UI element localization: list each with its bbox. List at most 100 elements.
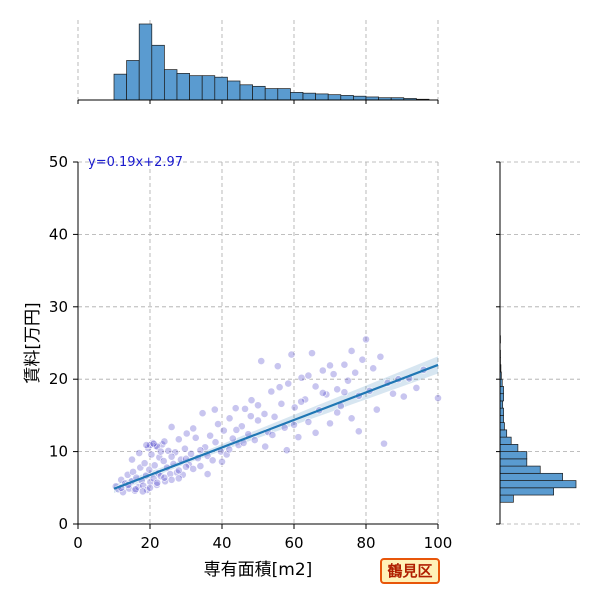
regression-equation: y=0.19x+2.97 (88, 155, 183, 170)
scatter-point (233, 426, 240, 433)
scatter-point (400, 393, 407, 400)
y-hist-bar (500, 430, 507, 437)
x-tick-label: 80 (356, 534, 375, 552)
y-hist-bar (500, 386, 504, 393)
x-hist-bar (240, 85, 253, 100)
x-hist-bar (265, 89, 278, 100)
scatter-point (308, 350, 315, 357)
scatter-point (160, 457, 167, 464)
scatter-point (261, 410, 268, 417)
scatter-point (312, 383, 319, 390)
scatter-point (334, 386, 341, 393)
scatter-point (241, 405, 248, 412)
x-tick-label: 100 (424, 534, 453, 552)
scatter-point (247, 413, 254, 420)
scatter-point (319, 367, 326, 374)
y-tick-label: 40 (49, 225, 68, 243)
scatter-point (278, 400, 285, 407)
y-hist-bar (500, 473, 563, 480)
scatter-point (389, 390, 396, 397)
y-tick-label: 50 (49, 153, 68, 171)
scatter-point (146, 484, 153, 491)
scatter-point (434, 394, 441, 401)
y-hist-bar (500, 481, 576, 488)
scatter-point (218, 458, 225, 465)
scatter-point (413, 384, 420, 391)
y-hist-bar (500, 437, 511, 444)
scatter-point (377, 353, 384, 360)
y-hist-bar (500, 459, 527, 466)
x-tick-label: 40 (212, 534, 231, 552)
top-marginal-histogram (114, 24, 429, 100)
scatter-point (183, 430, 190, 437)
scatter-point (291, 404, 298, 411)
scatter-point (207, 432, 214, 439)
regression-line (114, 365, 438, 489)
scatter-point (341, 389, 348, 396)
scatter-point (285, 380, 292, 387)
scatter-point (148, 451, 155, 458)
scatter-point (248, 397, 255, 404)
scatter-point (232, 405, 239, 412)
x-tick-label: 20 (140, 534, 159, 552)
scatter-point (229, 435, 236, 442)
scatter-point (326, 420, 333, 427)
x-hist-bar (227, 81, 240, 100)
scatter-point (154, 479, 161, 486)
scatter-point (290, 421, 297, 428)
scatter-point (271, 413, 278, 420)
y-hist-bar (500, 394, 504, 401)
scatter-point (192, 434, 199, 441)
scatter-point (151, 462, 158, 469)
y-hist-bar (500, 466, 540, 473)
scatter-point (214, 420, 221, 427)
scatter-point (258, 358, 265, 365)
scatter-point (341, 361, 348, 368)
scatter-point (139, 488, 146, 495)
y-hist-bar (500, 488, 554, 495)
scatter-point (168, 476, 175, 483)
scatter-point (143, 441, 150, 448)
scatter-point (262, 443, 269, 450)
y-hist-bar (500, 408, 504, 415)
scatter-point (128, 456, 135, 463)
y-tick-label: 0 (58, 515, 68, 533)
x-tick-label: 60 (284, 534, 303, 552)
x-hist-bar (341, 95, 354, 100)
scatter-point (319, 389, 326, 396)
y-tick-label: 20 (49, 370, 68, 388)
scatter-point (204, 470, 211, 477)
scatter-point (344, 377, 351, 384)
scatter-point (348, 415, 355, 422)
scatter-point (209, 457, 216, 464)
x-hist-bar (114, 74, 127, 100)
scatter-point (373, 406, 380, 413)
scatter-point (226, 446, 233, 453)
scatter-point (276, 384, 283, 391)
scatter-point (181, 445, 188, 452)
scatter-point (197, 447, 204, 454)
x-hist-bar (253, 86, 266, 100)
y-axis-label: 賃料[万円] (23, 302, 43, 383)
scatter-point (298, 398, 305, 405)
scatter-point (251, 436, 258, 443)
y-hist-bar (500, 423, 504, 430)
x-hist-bar (139, 24, 152, 100)
x-hist-bar (190, 76, 203, 100)
scatter-point (175, 467, 182, 474)
scatter-point (190, 425, 197, 432)
x-hist-bar (177, 73, 190, 100)
scatter-point (132, 486, 139, 493)
y-hist-bar (500, 495, 513, 502)
scatter-point (161, 474, 168, 481)
scatter-point (298, 374, 305, 381)
x-hist-bar (328, 95, 341, 100)
scatter-point (305, 372, 312, 379)
y-tick-label: 10 (49, 443, 68, 461)
x-hist-bar (278, 89, 291, 100)
scatter-point (283, 447, 290, 454)
scatter-point (288, 351, 295, 358)
scatter-point (348, 347, 355, 354)
